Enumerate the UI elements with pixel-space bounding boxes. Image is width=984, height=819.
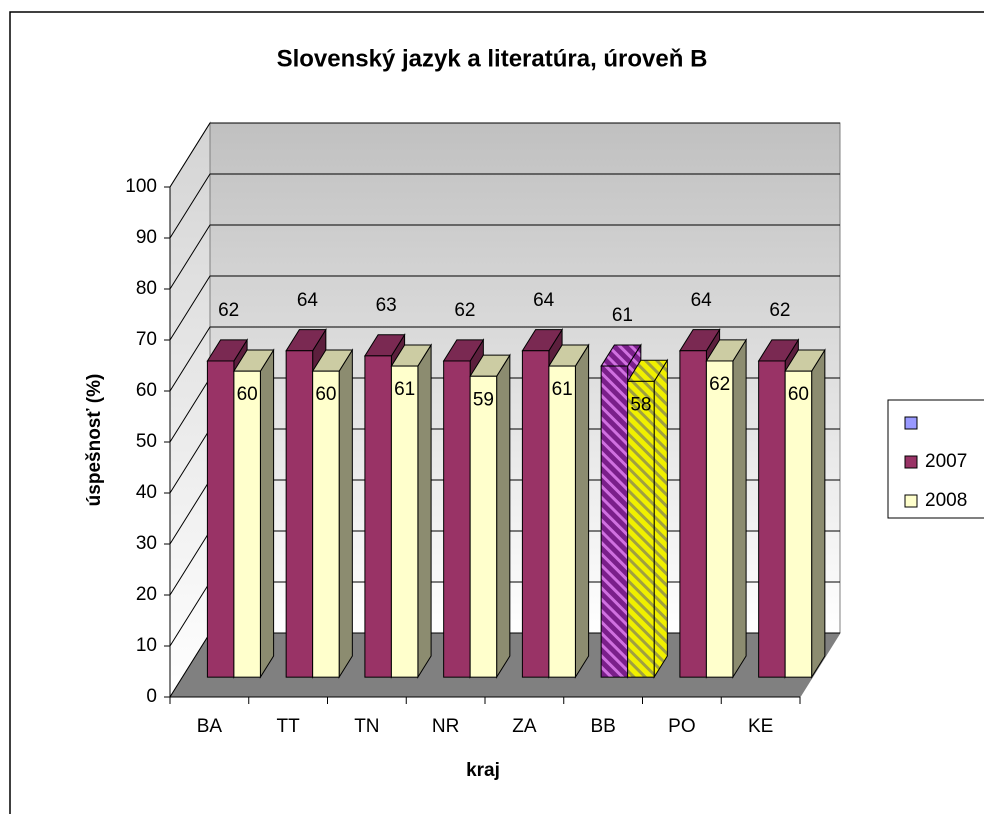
bar [784,348,826,679]
bar-side [417,343,432,679]
value-label: 61 [394,379,415,400]
value-label: 58 [630,394,651,415]
bar-side [496,353,511,679]
bar-side [811,348,826,679]
bar-front [705,360,734,678]
y-tick-label: 40 [136,482,157,503]
bar-front [390,365,419,678]
y-tick-label: 60 [136,380,157,401]
grid-line [169,275,840,341]
plot-area: 0 10 20 30 40 50 60 70 80 90 100 BA 62 60 TT 64 60 TN 63 61… [125,121,841,737]
x-tick-label: TT [277,716,301,737]
x-tick-label: BA [197,716,223,737]
grid-line [169,173,840,239]
bar-front [364,355,392,678]
value-label: 60 [315,384,336,405]
x-tick-label: KE [748,716,773,737]
bar-front [784,370,813,678]
bar [311,348,354,679]
value-label: 64 [533,290,555,311]
bar-front [758,360,786,678]
x-tick-label: ZA [512,716,537,737]
value-label: 62 [769,300,790,321]
value-label: 64 [691,290,713,311]
y-axis-title: úspešnosť (%) [84,374,105,507]
value-label: 60 [788,384,809,405]
x-tick-label: NR [432,716,459,737]
value-label: 62 [709,374,730,395]
y-tick-label: 10 [136,635,157,656]
bar-front [312,370,340,678]
bar-front [627,380,655,678]
value-label: 62 [454,300,475,321]
legend-swatch [904,494,918,508]
bar-side [338,348,353,679]
bar-front [206,360,235,678]
value-label: 59 [473,389,494,410]
x-tick-label: TN [354,716,379,737]
y-tick-label: 80 [136,278,157,299]
bar-front [521,350,550,678]
bar [390,343,433,679]
bar [705,338,748,679]
y-tick-label: 20 [136,584,157,605]
x-tick-label: BB [590,716,615,737]
value-label: 63 [376,295,397,316]
chart-border [9,11,984,819]
legend [887,399,984,519]
bar-front [548,365,576,678]
bar-front [679,350,707,678]
bar [547,343,590,679]
value-label: 61 [612,305,633,326]
bar-side [259,348,275,679]
y-tick-label: 90 [136,227,157,248]
value-label: 64 [297,290,319,311]
y-tick-label: 70 [136,329,157,350]
bar [626,358,669,679]
bar [469,353,511,679]
bar-front [443,360,471,678]
bar [232,348,275,679]
grid-line [169,326,840,392]
bar-side [574,343,590,679]
bar-side [653,358,668,679]
y-tick-label: 0 [146,686,157,707]
bar-side [732,338,747,679]
y-tick-label: 100 [125,176,157,197]
value-label: 60 [237,384,258,405]
legend-label: 2007 [925,451,967,472]
legend-label: 2008 [925,490,967,511]
bar-front [600,365,629,678]
chart-title: Slovenský jazyk a literatúra, úroveň B [277,45,708,72]
x-tick-label: PO [668,716,695,737]
bar-front [469,375,498,678]
y-tick-label: 50 [136,431,157,452]
grid-line [169,224,840,290]
legend-swatch [904,455,918,469]
legend-swatch [904,416,918,430]
bar-front [233,370,261,678]
bar-front [285,350,314,678]
value-label: 62 [218,300,239,321]
grid-line [169,122,840,188]
x-axis-title: kraj [466,760,500,781]
y-tick-label: 30 [136,533,157,554]
value-label: 61 [552,379,573,400]
